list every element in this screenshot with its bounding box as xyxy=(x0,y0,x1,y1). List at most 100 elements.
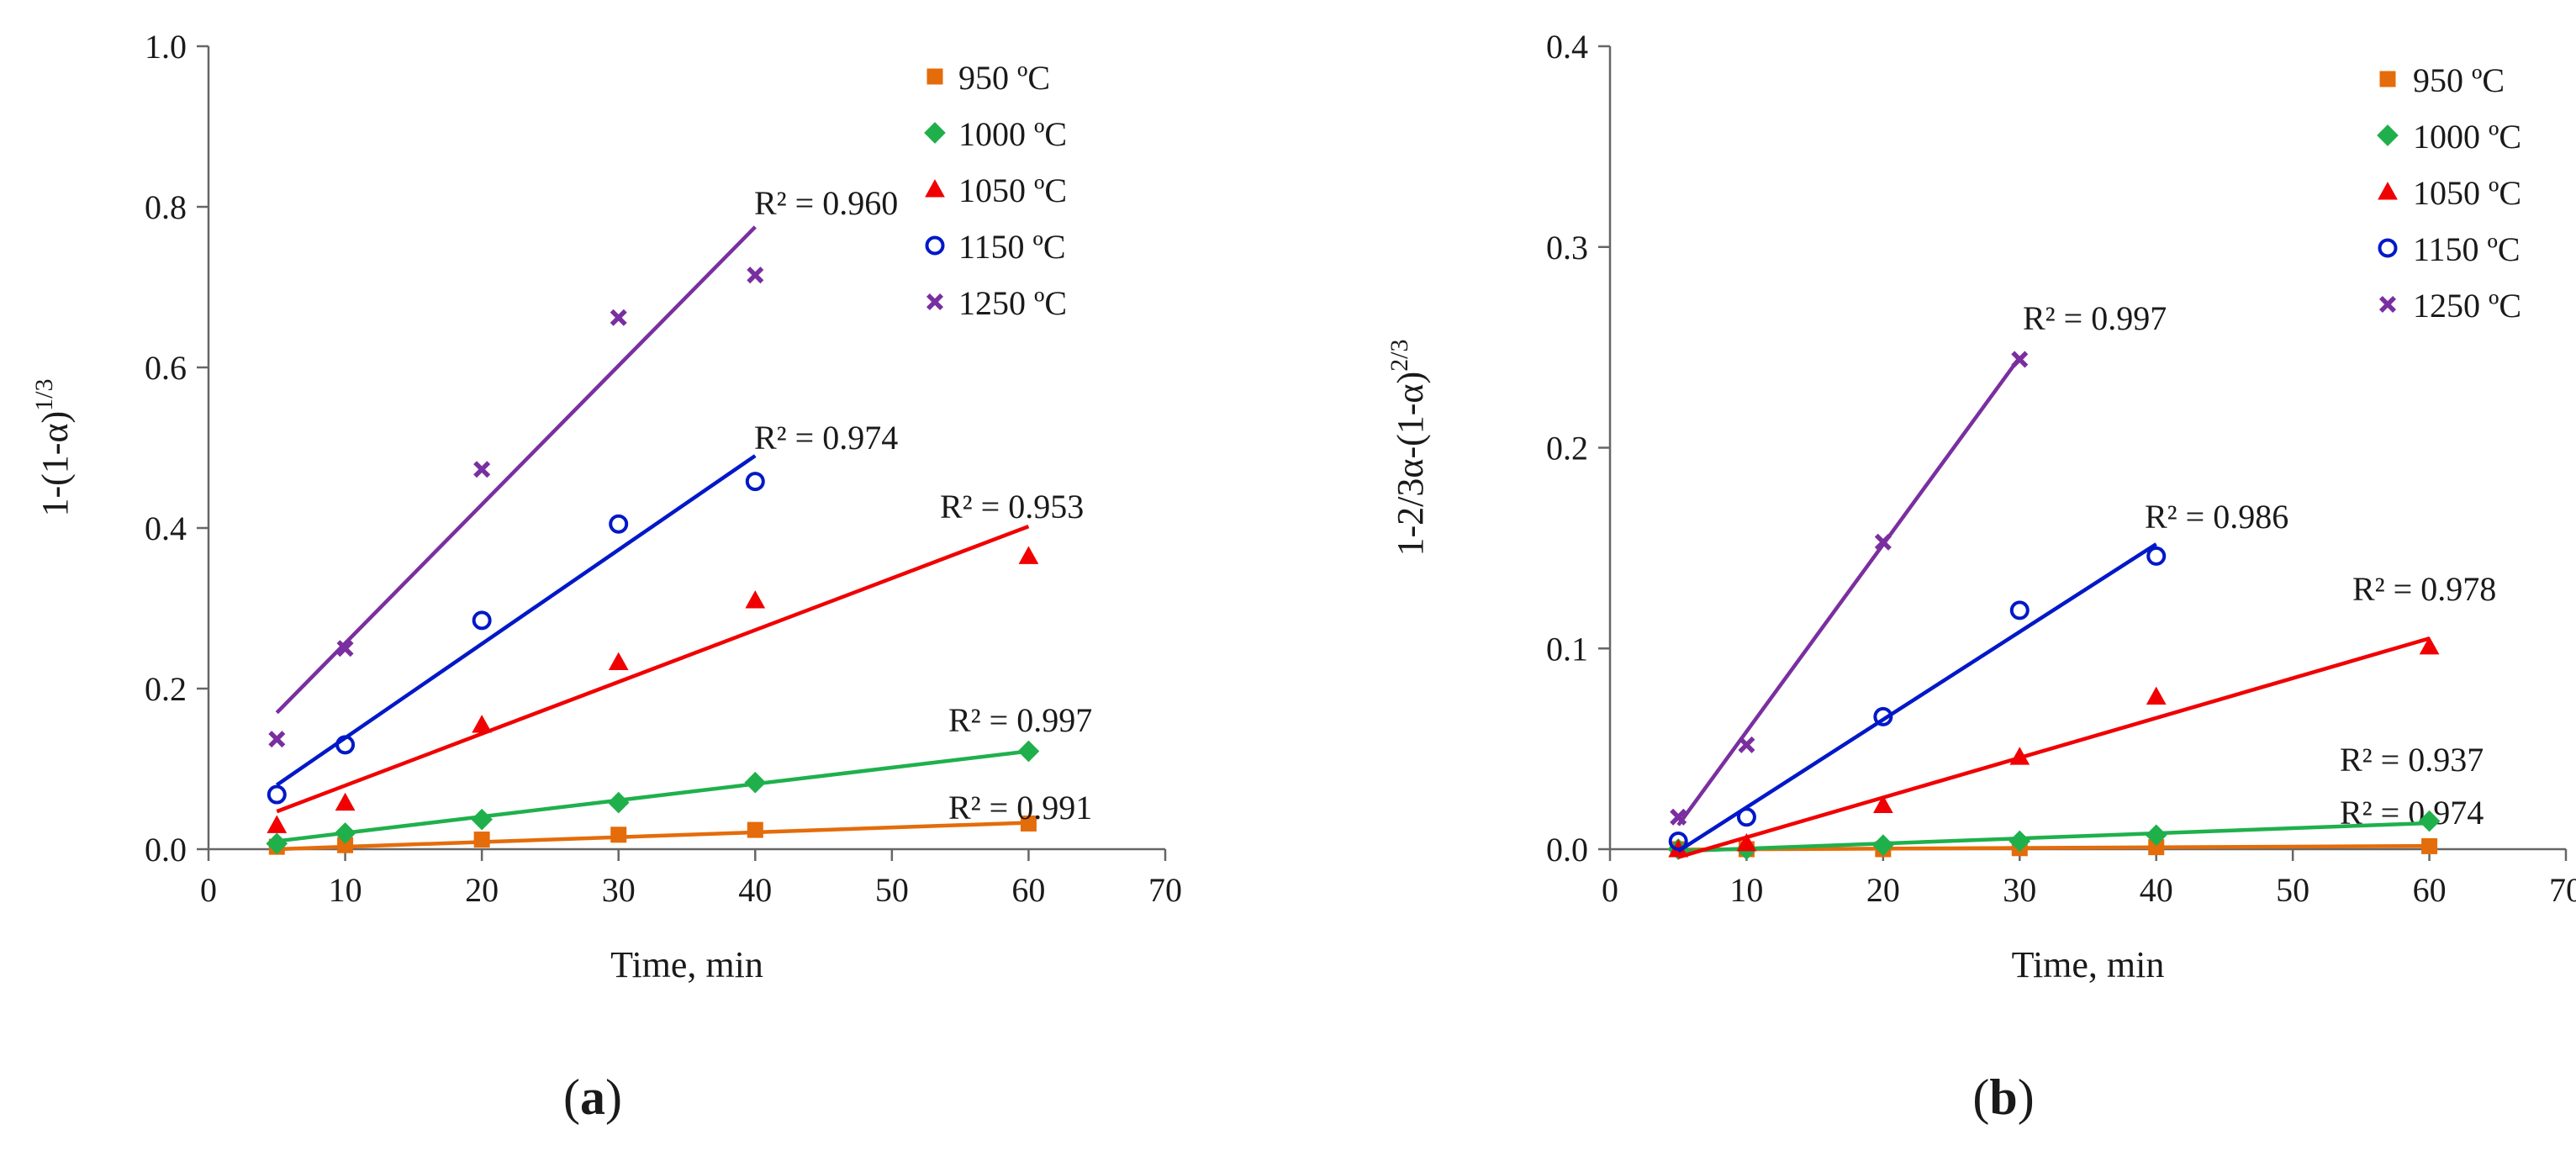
legend: 950 ºC 1000 ºC 1050 ºC 1150 ºC 1250 ºC xyxy=(2377,61,2521,325)
legend-marker xyxy=(926,293,944,311)
y-tick-label: 0.3 xyxy=(1546,229,1588,267)
data-point xyxy=(473,461,491,478)
legend-marker xyxy=(925,235,945,256)
data-point xyxy=(747,267,764,284)
data-point xyxy=(1874,533,1892,551)
legend-marker xyxy=(926,68,943,85)
panel-paren-open: ( xyxy=(1972,1069,1989,1125)
data-point xyxy=(267,815,288,833)
trendline xyxy=(1678,843,2430,852)
legend-marker xyxy=(924,122,946,144)
x-tick-label: 70 xyxy=(1148,871,1182,909)
x-tick-label: 0 xyxy=(1602,871,1618,909)
trendline xyxy=(1676,542,2157,853)
data-point xyxy=(472,610,492,631)
data-point xyxy=(471,808,493,831)
trendline xyxy=(276,454,757,787)
legend-label: 1150 ºC xyxy=(958,228,1066,266)
series-1050C: R² = 0.978 xyxy=(1668,570,2496,859)
chart-b: 0 10 20 30 40 50 60 70 0.0 0.1 0.2 0.3 0.4 Time, min 1… xyxy=(1386,28,2576,1125)
panel-label: (b) xyxy=(1972,1069,2034,1125)
y-tick-label: 0.2 xyxy=(145,670,187,708)
y-tick-label: 0.2 xyxy=(1546,430,1588,467)
y-axis-label: 1-2/3α-(1-α)2/3 xyxy=(1386,340,1431,557)
y-tick-label: 0.0 xyxy=(1546,831,1588,869)
legend-marker xyxy=(2378,295,2397,314)
legend-label: 1050 ºC xyxy=(958,172,1067,209)
legend: 950 ºC 1000 ºC 1050 ºC 1150 ºC 1250 ºC xyxy=(924,59,1067,322)
x-tick-label: 60 xyxy=(2413,871,2447,909)
data-point xyxy=(2009,747,2030,765)
data-point xyxy=(268,731,286,748)
y-axis-label: 1-(1-α)1/3 xyxy=(30,378,76,516)
data-point xyxy=(1872,834,1894,857)
series-950C: R² = 0.991 xyxy=(268,789,1092,855)
y-tick-label: 0.8 xyxy=(145,188,187,226)
data-point xyxy=(745,590,766,609)
axes: 0 10 20 30 40 50 60 70 0.0 0.1 0.2 0.3 0.4 xyxy=(1546,28,2576,909)
legend-label: 950 ºC xyxy=(958,59,1050,97)
series-1000C: R² = 0.937 xyxy=(1667,741,2484,860)
legend-label: 1150 ºC xyxy=(2413,230,2521,268)
x-tick-label: 70 xyxy=(2549,871,2576,909)
data-point xyxy=(1873,706,1893,726)
x-tick-label: 30 xyxy=(2003,871,2036,909)
data-point xyxy=(2011,351,2029,368)
legend-marker xyxy=(2378,238,2398,258)
legend-marker xyxy=(2378,182,2398,200)
data-point xyxy=(609,514,629,534)
data-point xyxy=(336,640,354,657)
trendline xyxy=(1676,356,2022,826)
legend-marker xyxy=(2377,124,2399,146)
data-point xyxy=(267,784,287,805)
legend-label: 950 ºC xyxy=(2413,61,2505,99)
data-point xyxy=(473,832,490,848)
data-point xyxy=(1736,832,1757,852)
x-tick-label: 0 xyxy=(200,871,217,909)
trendline xyxy=(1678,821,2430,853)
data-point xyxy=(610,826,627,843)
x-tick-label: 50 xyxy=(875,871,909,909)
x-axis-label: Time, min xyxy=(610,944,763,985)
panel-paren-close: ) xyxy=(605,1069,622,1125)
trendline xyxy=(1677,636,2431,859)
r-squared-label: R² = 0.953 xyxy=(940,488,1084,525)
panel-paren-open: ( xyxy=(563,1069,580,1125)
r-squared-label: R² = 0.997 xyxy=(948,701,1092,739)
x-tick-label: 10 xyxy=(1729,871,1763,909)
data-point xyxy=(1017,740,1040,763)
data-point xyxy=(747,821,763,838)
panel-paren-close: ) xyxy=(2018,1069,2035,1125)
data-point xyxy=(1738,736,1755,753)
data-point xyxy=(1670,808,1687,826)
r-squared-label: R² = 0.991 xyxy=(948,789,1092,826)
chart-a: 0 10 20 30 40 50 60 70 0.0 0.2 0.4 0.6 0.8 1.0 Time, m… xyxy=(30,28,1182,1125)
r-squared-label: R² = 0.960 xyxy=(754,184,898,222)
data-point xyxy=(2009,830,2031,853)
r-squared-label: R² = 0.974 xyxy=(754,419,898,457)
legend-label: 1250 ºC xyxy=(958,284,1067,322)
data-point xyxy=(1668,831,1688,851)
trendline xyxy=(277,749,1029,843)
data-point xyxy=(2419,636,2440,655)
data-point xyxy=(610,309,627,326)
data-point xyxy=(1020,815,1037,832)
x-tick-label: 60 xyxy=(1011,871,1045,909)
y-tick-label: 0.4 xyxy=(145,510,187,547)
legend-marker xyxy=(925,179,945,198)
y-axis-label-base: 1-2/3α-(1-α) xyxy=(1390,372,1431,557)
series-1000C: R² = 0.997 xyxy=(266,701,1092,855)
data-point xyxy=(745,472,765,492)
y-tick-label: 0.0 xyxy=(145,831,187,869)
data-point xyxy=(2009,600,2030,620)
y-axis-label-base: 1-(1-α) xyxy=(34,411,76,517)
axes: 0 10 20 30 40 50 60 70 0.0 0.2 0.4 0.6 0.8 1.0 xyxy=(145,28,1182,909)
y-tick-label: 0.6 xyxy=(145,349,187,387)
data-point xyxy=(2146,546,2167,566)
legend-marker xyxy=(2379,71,2396,87)
data-point xyxy=(1872,795,1893,813)
series-1150C: R² = 0.986 xyxy=(1668,498,2288,853)
trendline xyxy=(277,821,1029,852)
x-tick-label: 20 xyxy=(1866,871,1900,909)
